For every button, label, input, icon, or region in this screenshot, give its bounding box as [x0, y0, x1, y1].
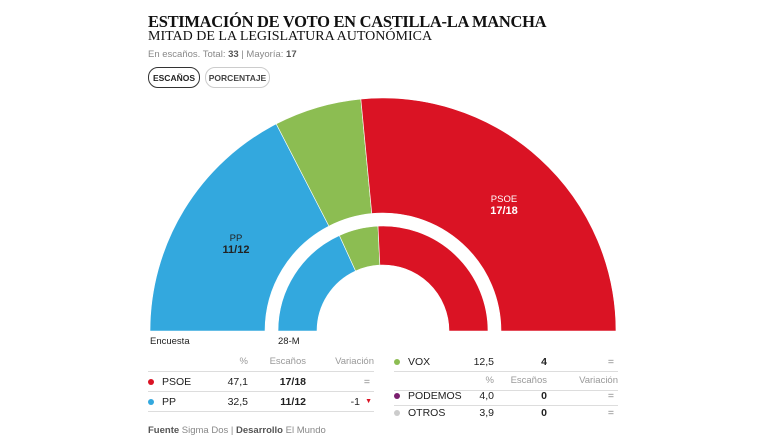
party-var: =: [607, 389, 614, 402]
segment-28-m-psoe: [377, 225, 489, 332]
podemos-dot-icon: [394, 392, 400, 399]
header-var: Variación: [335, 356, 374, 367]
header-var: Variación: [579, 375, 618, 386]
table-row-vox: VOX 12,5 4 =: [394, 352, 618, 372]
party-seats: 0: [541, 389, 547, 402]
pp-segment-label: PP 11/12: [222, 233, 250, 256]
header-seats: Escaños: [269, 356, 306, 367]
pp-dot-icon: [148, 398, 154, 405]
table-row-psoe: PSOE 47,1 17/18 =: [148, 372, 374, 392]
party-name: VOX: [408, 355, 431, 368]
table-header: % Escaños Variación: [394, 371, 618, 391]
party-pct: 3,9: [479, 406, 494, 419]
vox-dot-icon: [394, 358, 400, 365]
party-seats: 11/12: [280, 395, 306, 408]
chart-meta: En escaños. Total: 33 | Mayoría: 17: [148, 49, 297, 60]
party-name: OTROS: [408, 406, 446, 419]
down-triangle-icon: ▼: [365, 398, 372, 405]
table-header: % Escaños Variación: [148, 352, 374, 372]
party-seats: 4: [541, 355, 547, 368]
segment-encuesta-psoe: [360, 97, 617, 332]
party-pct: 32,5: [227, 395, 248, 408]
party-seats: 0: [541, 406, 547, 419]
chart-subtitle: MITAD DE LA LEGISLATURA AUTONÓMICA: [148, 29, 433, 44]
party-name: PODEMOS: [408, 389, 462, 402]
psoe-dot-icon: [148, 378, 154, 385]
party-var: =: [607, 406, 614, 419]
party-pct: 47,1: [227, 375, 248, 388]
party-name: PSOE: [162, 375, 192, 388]
party-var: -1: [350, 395, 360, 408]
party-name: PP: [162, 395, 177, 408]
percent-toggle-button[interactable]: PORCENTAJE: [205, 67, 270, 88]
party-var: =: [607, 355, 614, 368]
party-var: =: [363, 375, 370, 388]
header-seats: Escaños: [510, 375, 547, 386]
segment-encuesta-pp: [149, 123, 330, 332]
table-row-otros: OTROS 3,9 0 =: [394, 403, 618, 422]
table-row-pp: PP 32,5 11/12 -1 ▼: [148, 392, 374, 412]
table-row-podemos: PODEMOS 4,0 0 =: [394, 386, 618, 406]
seats-toggle-button[interactable]: ESCAÑOS: [148, 67, 200, 88]
party-pct: 4,0: [479, 389, 494, 402]
chart-title: ESTIMACIÓN DE VOTO EN CASTILLA-LA MANCHA: [148, 12, 547, 31]
party-pct: 12,5: [473, 355, 494, 368]
header-pct: %: [485, 375, 494, 386]
ring-label-28m: 28-M: [278, 336, 300, 347]
header-pct: %: [239, 356, 248, 367]
otros-dot-icon: [394, 409, 400, 416]
party-seats: 17/18: [279, 375, 306, 388]
ring-label-encuesta: Encuesta: [150, 336, 190, 347]
psoe-segment-label: PSOE 17/18: [490, 194, 518, 217]
footer-credits: Fuente Sigma Dos | Desarrollo El Mundo: [148, 425, 326, 436]
